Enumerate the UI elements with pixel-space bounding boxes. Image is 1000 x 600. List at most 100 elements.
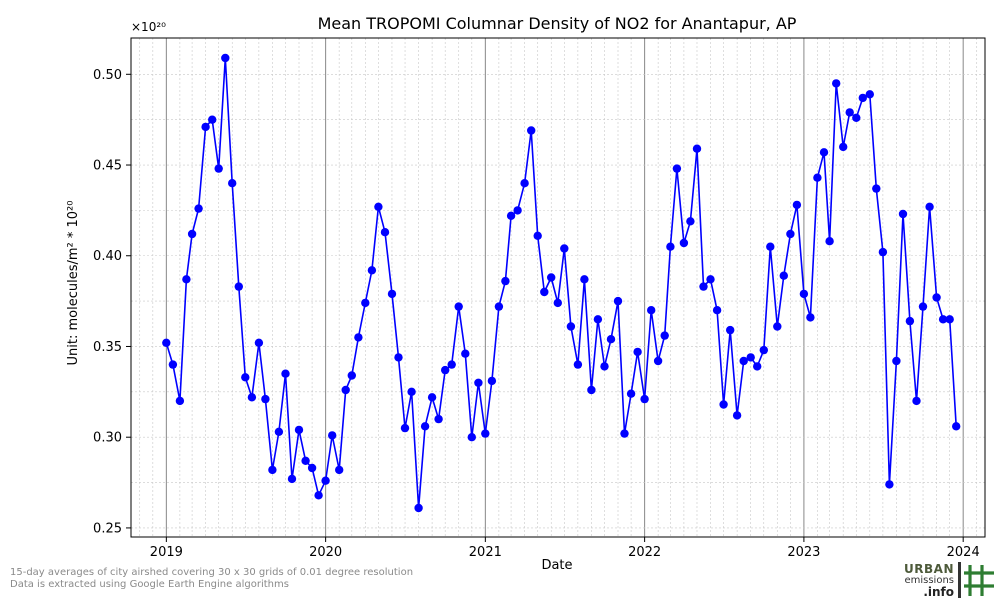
- data-point: [434, 414, 443, 424]
- data-point: [593, 315, 603, 324]
- x-axis-label: Date: [541, 558, 572, 573]
- grid: [131, 38, 985, 537]
- data-point: [441, 365, 450, 375]
- data-point: [792, 200, 802, 210]
- data-point: [162, 338, 171, 347]
- data-point: [268, 465, 277, 475]
- data-point: [560, 244, 569, 253]
- data-point: [647, 306, 656, 315]
- data-point: [660, 331, 669, 340]
- data-point: [587, 385, 596, 395]
- logo-text-emissions: emissions: [904, 575, 954, 586]
- data-point: [799, 289, 809, 299]
- data-point: [527, 126, 536, 135]
- data-point: [766, 242, 775, 251]
- data-point: [228, 179, 237, 188]
- data-point: [175, 396, 185, 406]
- data-point: [672, 164, 682, 173]
- data-point: [494, 302, 504, 311]
- data-point: [773, 322, 782, 331]
- data-point: [845, 108, 854, 117]
- data-point: [712, 306, 722, 315]
- data-point: [520, 179, 529, 188]
- data-point: [640, 394, 649, 404]
- data-point: [281, 369, 290, 378]
- y-tick-label: 0.40: [93, 249, 122, 264]
- data-point: [547, 273, 556, 282]
- data-point: [367, 266, 377, 275]
- data-point: [925, 202, 934, 211]
- y-tick-label: 0.45: [93, 159, 122, 174]
- data-point: [553, 298, 562, 308]
- data-point: [427, 393, 437, 402]
- data-point: [407, 387, 416, 396]
- data-point: [301, 456, 310, 465]
- data-point: [481, 429, 490, 438]
- data-point: [254, 338, 264, 347]
- data-point: [328, 431, 337, 440]
- hash-grid-icon: [958, 562, 994, 598]
- data-point: [374, 202, 383, 211]
- data-point: [533, 231, 542, 240]
- data-point: [626, 389, 636, 398]
- y-tick-label: 0.25: [93, 521, 122, 536]
- data-point: [261, 394, 270, 404]
- data-point: [719, 400, 728, 409]
- data-point: [307, 463, 317, 473]
- data-point: [182, 275, 191, 284]
- data-point: [905, 316, 915, 326]
- data-point: [786, 229, 795, 239]
- data-point: [938, 315, 948, 324]
- data-point: [739, 356, 748, 366]
- chart-title: Mean TROPOMI Columnar Density of NO2 for…: [318, 14, 797, 33]
- data-point: [806, 313, 815, 322]
- data-point: [354, 333, 363, 342]
- data-point: [892, 356, 901, 366]
- data-point: [819, 148, 829, 157]
- series-no2: [162, 53, 961, 513]
- data-point: [247, 393, 257, 402]
- data-point: [474, 378, 483, 387]
- data-point: [666, 242, 675, 251]
- data-point: [294, 425, 304, 435]
- data-point: [287, 474, 297, 484]
- plot-frame: [130, 37, 986, 538]
- data-point: [932, 293, 941, 302]
- footnote-resolution: 15-day averages of city airshed covering…: [10, 567, 414, 578]
- data-point: [945, 315, 954, 324]
- data-point: [779, 271, 788, 280]
- data-point: [633, 347, 642, 357]
- data-point: [420, 422, 430, 431]
- data-point: [858, 93, 867, 103]
- data-point: [314, 491, 323, 500]
- data-point: [573, 360, 583, 369]
- x-tick-label: 2019: [150, 545, 183, 560]
- data-point: [467, 433, 476, 442]
- data-point: [653, 356, 663, 366]
- logo-text-urban: URBAN: [904, 562, 954, 576]
- x-tick-label: 2023: [787, 545, 820, 560]
- data-point: [606, 335, 616, 344]
- data-point: [540, 287, 549, 297]
- x-tick-label: 2021: [469, 545, 502, 560]
- data-point: [335, 465, 344, 475]
- urban-emissions-logo: URBAN emissions .info: [898, 561, 998, 599]
- data-point: [753, 362, 762, 371]
- data-point: [759, 345, 768, 355]
- data-point: [679, 238, 689, 248]
- data-point: [872, 184, 881, 193]
- data-point: [839, 142, 848, 152]
- data-point: [912, 396, 921, 406]
- y-tick-label: 0.30: [93, 431, 122, 446]
- y-tick-label: 0.50: [93, 68, 122, 83]
- data-point: [732, 411, 742, 420]
- data-point: [361, 298, 370, 308]
- data-point: [699, 282, 708, 291]
- y-tick-label: 0.35: [93, 340, 122, 355]
- data-point: [394, 353, 403, 362]
- data-point: [387, 289, 397, 299]
- data-point: [234, 282, 243, 291]
- data-point: [506, 211, 516, 220]
- data-point: [620, 429, 629, 438]
